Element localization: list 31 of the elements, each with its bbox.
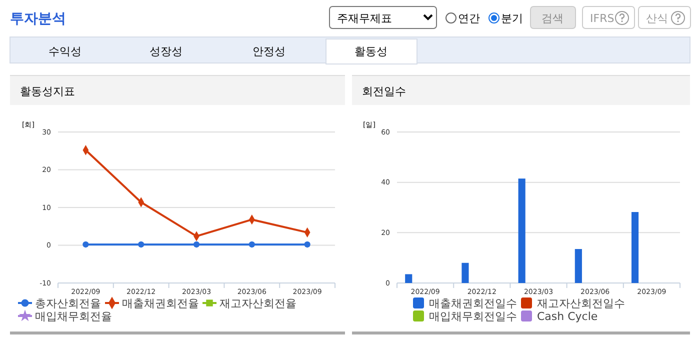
text: 검색: [542, 12, 564, 25]
text: 안정성: [252, 45, 286, 58]
text: IFRS: [590, 12, 614, 25]
legend-label: 매입채무회전일수: [429, 310, 517, 323]
text: 산식: [646, 12, 668, 25]
legend-label: 재고자산회전일수: [537, 297, 625, 310]
text: 연간: [458, 12, 480, 25]
legend-label: 매출채권회전일수: [429, 297, 517, 310]
chart-title: 회전일수: [362, 85, 406, 98]
text: 성장성: [150, 45, 182, 58]
text: 분기: [501, 12, 523, 25]
chart-title: 활동성지표: [20, 85, 75, 98]
text: 주재무제표: [337, 12, 392, 25]
point: [82, 241, 89, 248]
legend-label: 재고자산회전율: [220, 297, 296, 310]
point: [138, 241, 144, 248]
bar: [518, 178, 526, 283]
legend-label: Cash Cycle: [537, 310, 598, 323]
bar: [574, 249, 582, 283]
point: [304, 241, 310, 248]
point: [248, 241, 255, 248]
text: 수익성: [48, 45, 82, 58]
text: 활동성: [354, 45, 388, 58]
legend-label: 총자산회전율: [35, 297, 101, 310]
bar: [462, 262, 469, 283]
bar: [405, 274, 412, 283]
point: [193, 241, 200, 248]
legend-label: 매출채권회전율: [122, 297, 199, 310]
legend-label: 매입채무회전율: [35, 310, 112, 323]
bar: [631, 212, 639, 283]
text: 투자분석: [10, 11, 66, 27]
